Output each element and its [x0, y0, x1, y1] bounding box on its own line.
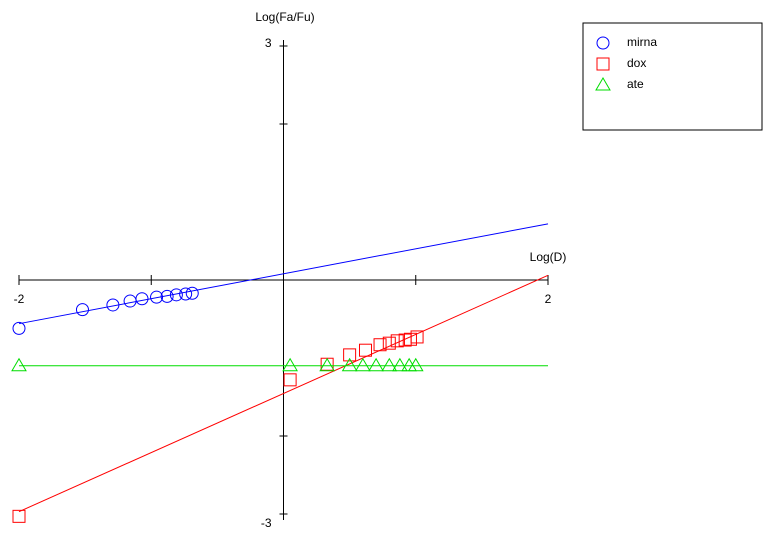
legend-label: mirna — [627, 35, 657, 49]
point — [407, 357, 424, 372]
point — [169, 288, 183, 302]
point — [354, 357, 371, 372]
point — [382, 336, 396, 350]
point — [320, 357, 334, 371]
legend-box — [582, 22, 763, 131]
x-tick-label: -2 — [14, 292, 25, 306]
point — [381, 357, 398, 372]
point — [343, 348, 357, 362]
x-axis-label: Log(D) — [530, 250, 567, 264]
y-tick-label: -3 — [261, 516, 272, 530]
x-tick-label: 2 — [545, 292, 552, 306]
point — [12, 321, 26, 335]
y-tick-label: 3 — [265, 36, 272, 50]
point — [390, 334, 404, 348]
point — [11, 357, 27, 372]
point — [282, 357, 298, 372]
point — [135, 292, 149, 306]
point — [341, 357, 358, 372]
point — [179, 287, 193, 301]
point — [398, 333, 412, 347]
point — [358, 343, 372, 357]
point — [150, 290, 164, 304]
point — [123, 294, 137, 308]
point — [319, 357, 336, 372]
point — [392, 357, 408, 372]
point — [373, 338, 387, 352]
point — [185, 286, 199, 300]
y-axis-label: Log(Fa/Fu) — [255, 10, 314, 24]
point — [106, 298, 120, 312]
point — [401, 357, 418, 372]
point — [160, 289, 174, 303]
point — [410, 330, 424, 344]
point — [283, 373, 297, 387]
point — [12, 509, 26, 523]
legend-marker — [596, 57, 610, 71]
point — [403, 332, 417, 346]
legend-marker — [595, 77, 611, 91]
fit-line — [18, 274, 549, 513]
point — [75, 303, 89, 317]
legend-marker — [596, 36, 610, 50]
legend-label: dox — [627, 56, 646, 70]
legend-label: ate — [627, 77, 644, 91]
point — [368, 357, 384, 372]
